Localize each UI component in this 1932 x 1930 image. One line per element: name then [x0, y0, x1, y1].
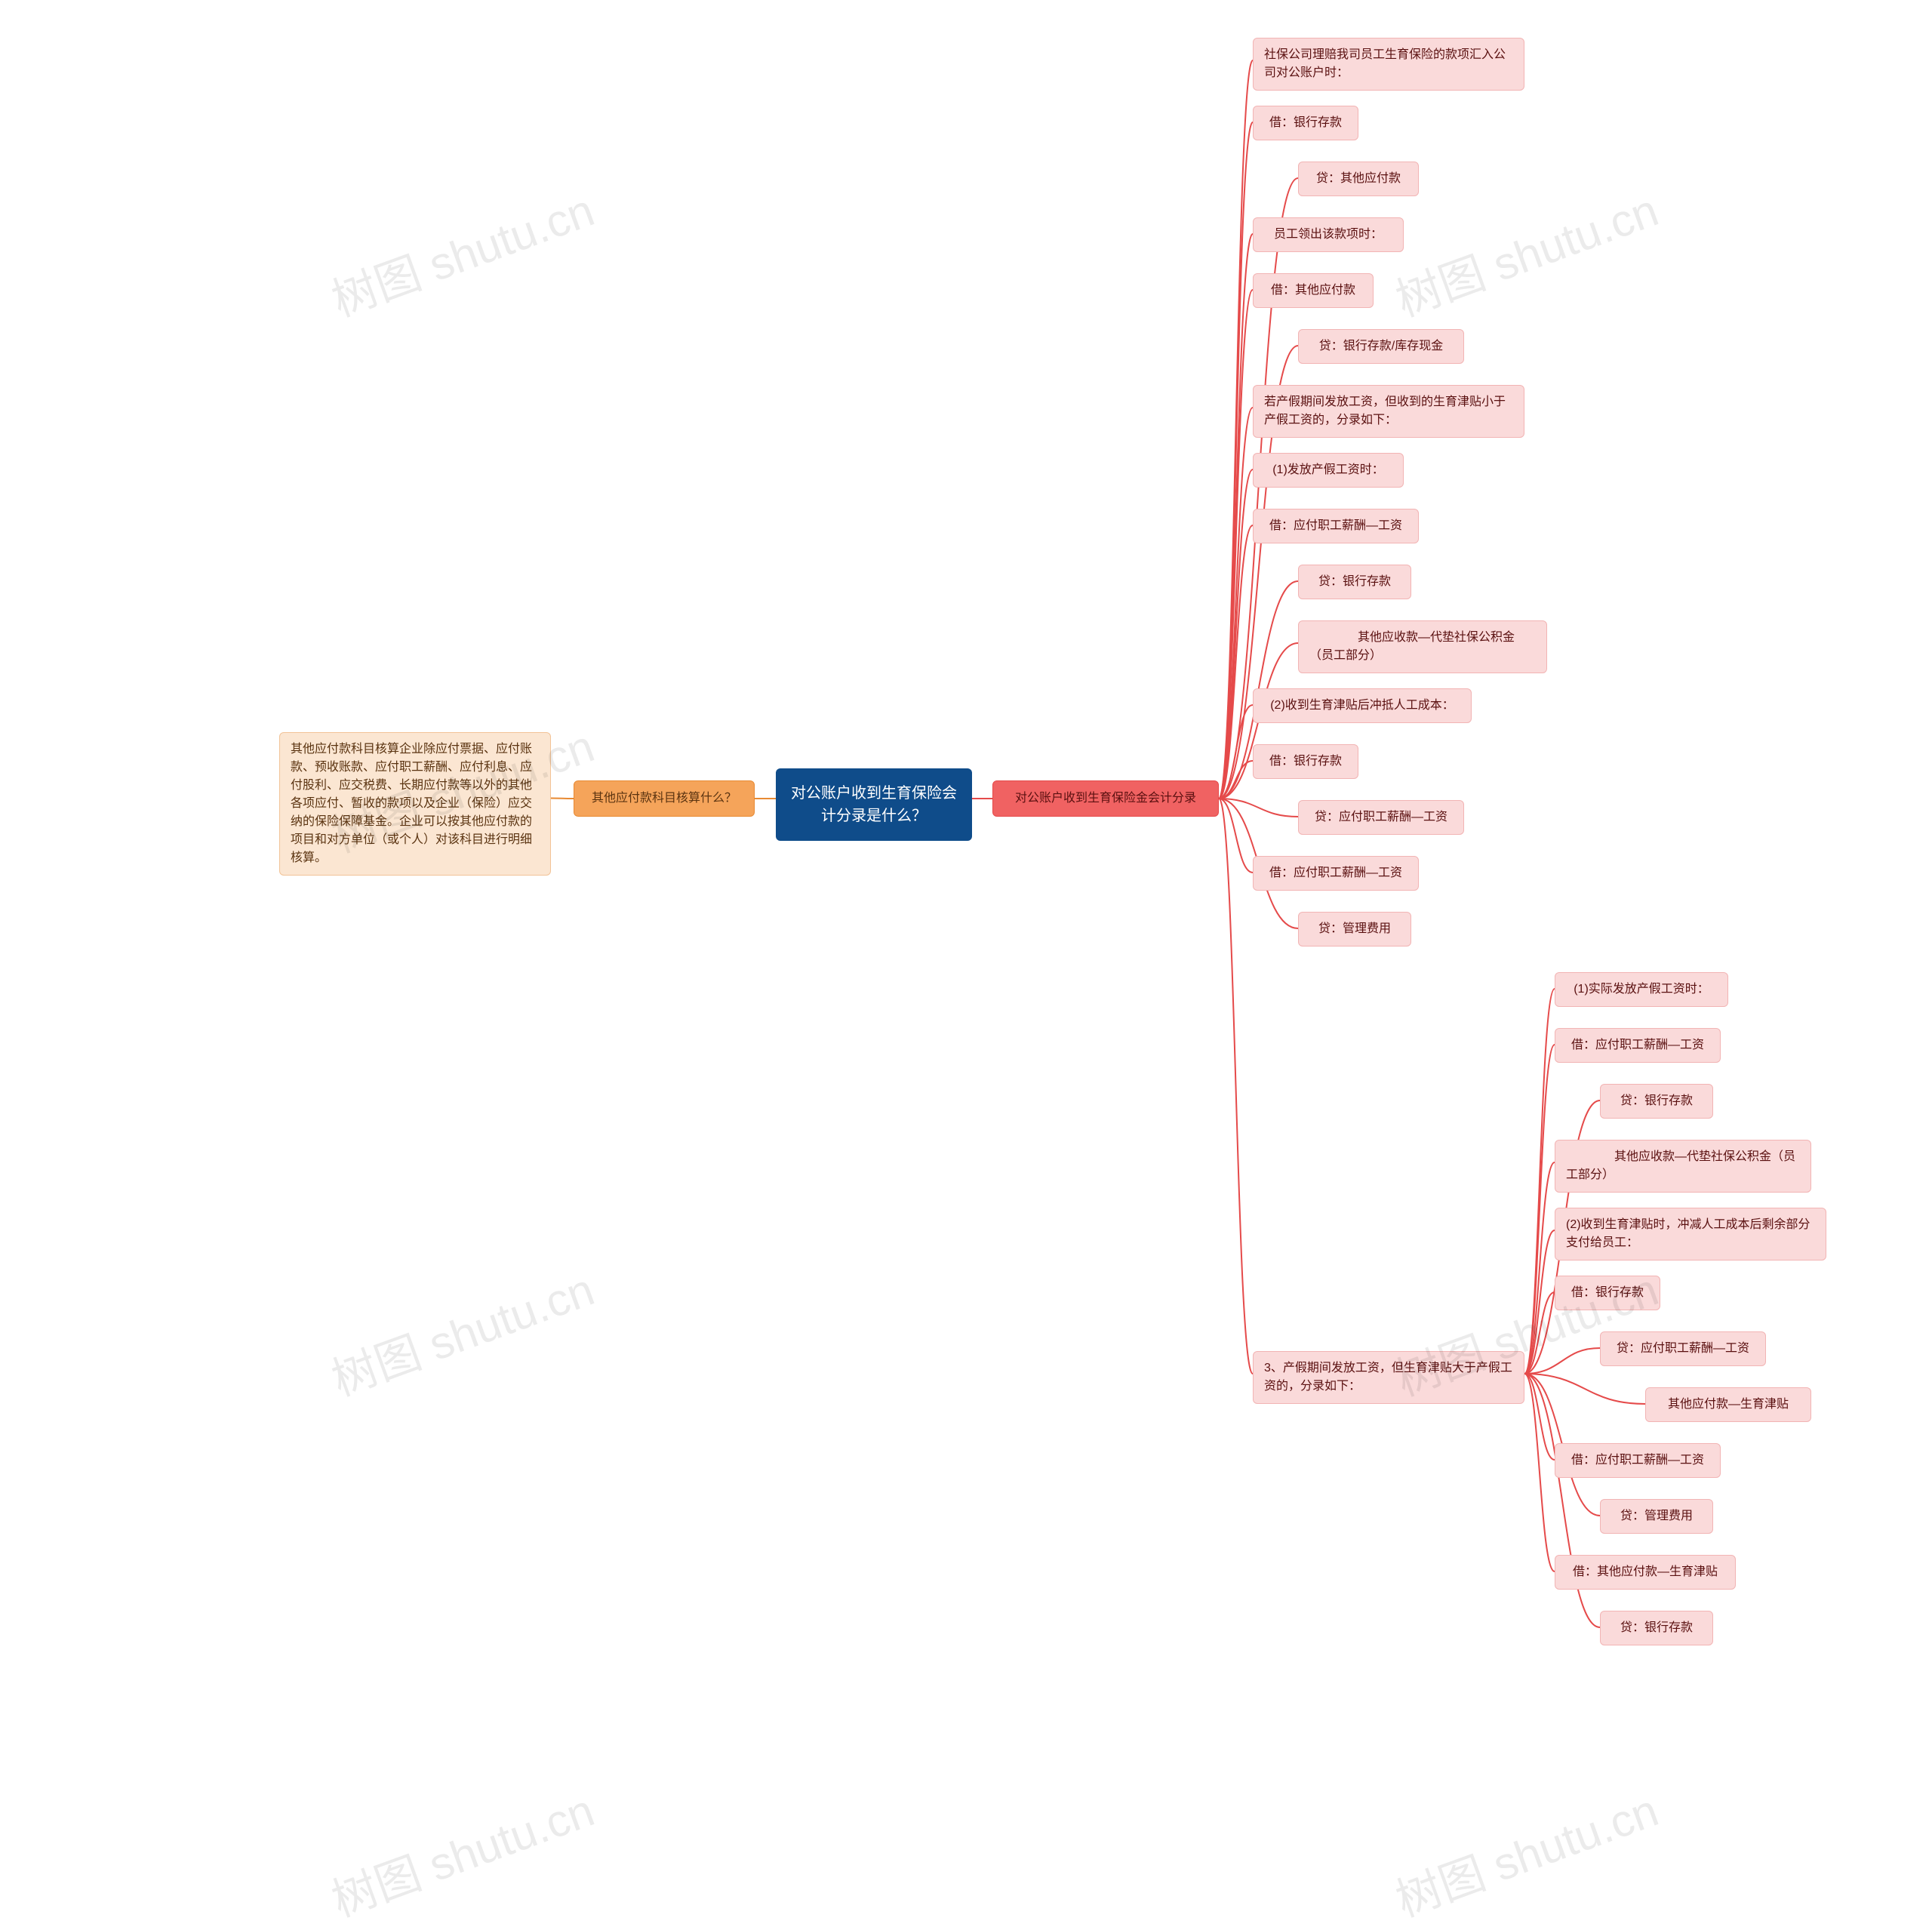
right-sub-leaf: (1)实际发放产假工资时：	[1555, 972, 1728, 1007]
right-leaf: 其他应收款—代垫社保公积金（员工部分）	[1298, 620, 1547, 673]
right-leaf: 若产假期间发放工资，但收到的生育津贴小于产假工资的，分录如下：	[1253, 385, 1524, 438]
right-leaf: 贷：管理费用	[1298, 912, 1411, 947]
right-leaf: (1)发放产假工资时：	[1253, 453, 1404, 488]
right-sub-leaf: 其他应付款—生育津贴	[1645, 1387, 1811, 1422]
right-sub-leaf: 贷：银行存款	[1600, 1611, 1713, 1645]
right-leaf: 贷：其他应付款	[1298, 162, 1419, 196]
right-leaf: 借：应付职工薪酬—工资	[1253, 856, 1419, 891]
right-sub-leaf: 借：应付职工薪酬—工资	[1555, 1443, 1721, 1478]
right-leaf: 借：银行存款	[1253, 106, 1358, 140]
left-branch: 其他应付款科目核算什么？	[574, 780, 755, 817]
right-leaf: 员工领出该款项时：	[1253, 217, 1404, 252]
right-sub-leaf: 借：其他应付款—生育津贴	[1555, 1555, 1736, 1590]
right-leaf: 借：银行存款	[1253, 744, 1358, 779]
right-leaf: 借：其他应付款	[1253, 273, 1374, 308]
connector-layer	[0, 0, 1932, 1891]
right-sub-leaf: 贷：应付职工薪酬—工资	[1600, 1331, 1766, 1366]
watermark: 树图 shutu.cn	[1386, 174, 1666, 329]
watermark: 树图 shutu.cn	[321, 174, 601, 329]
right-sub-leaf: 借：应付职工薪酬—工资	[1555, 1028, 1721, 1063]
root-node: 对公账户收到生育保险会计分录是什么？	[776, 768, 972, 841]
right-sub-leaf: 借：银行存款	[1555, 1276, 1660, 1310]
right-sub-leaf: (2)收到生育津贴时，冲减人工成本后剩余部分支付给员工：	[1555, 1208, 1826, 1261]
watermark: 树图 shutu.cn	[321, 1253, 601, 1408]
right-branch: 对公账户收到生育保险金会计分录	[992, 780, 1219, 817]
right-leaf: 贷：银行存款	[1298, 565, 1411, 599]
right-sub-leaf: 其他应收款—代垫社保公积金（员工部分）	[1555, 1140, 1811, 1193]
watermark: 树图 shutu.cn	[321, 1774, 601, 1929]
left-leaf: 其他应付款科目核算企业除应付票据、应付账款、预收账款、应付职工薪酬、应付利息、应…	[279, 732, 551, 876]
right-leaf: 社保公司理赔我司员工生育保险的款项汇入公司对公账户时：	[1253, 38, 1524, 91]
right-sub-branch: 3、产假期间发放工资，但生育津贴大于产假工资的，分录如下：	[1253, 1351, 1524, 1404]
right-leaf: 贷：银行存款/库存现金	[1298, 329, 1464, 364]
right-leaf: (2)收到生育津贴后冲抵人工成本：	[1253, 688, 1472, 723]
watermark: 树图 shutu.cn	[1386, 1774, 1666, 1929]
right-leaf: 贷：应付职工薪酬—工资	[1298, 800, 1464, 835]
right-leaf: 借：应付职工薪酬—工资	[1253, 509, 1419, 543]
right-sub-leaf: 贷：银行存款	[1600, 1084, 1713, 1119]
right-sub-leaf: 贷：管理费用	[1600, 1499, 1713, 1534]
